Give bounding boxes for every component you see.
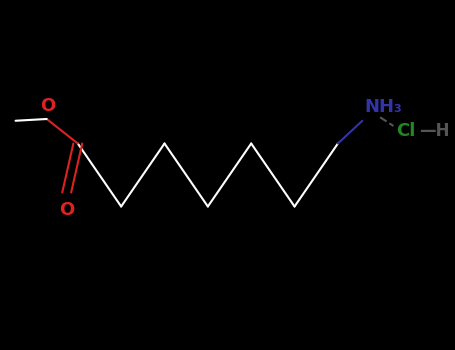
Text: —H: —H: [419, 121, 450, 140]
Text: NH₃: NH₃: [364, 98, 402, 116]
Text: Cl: Cl: [396, 122, 415, 140]
Text: O: O: [59, 201, 74, 219]
Text: O: O: [40, 97, 56, 115]
